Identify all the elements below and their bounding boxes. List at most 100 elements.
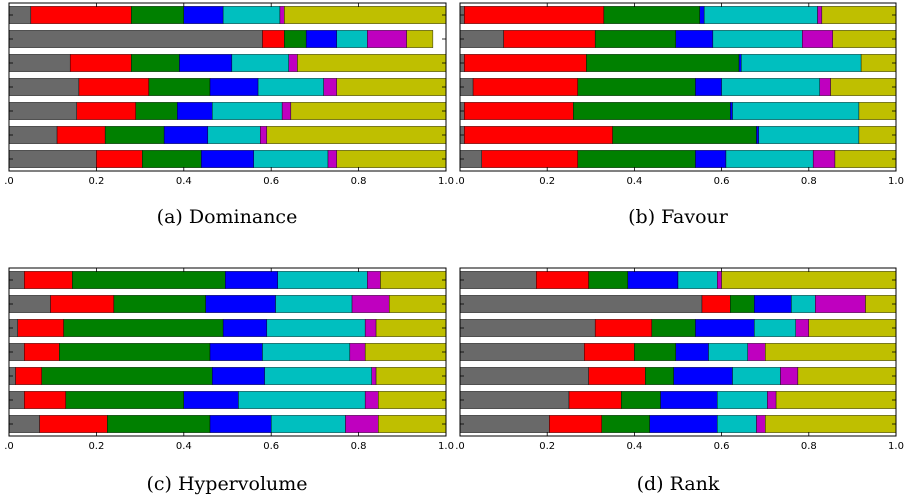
bar-segment bbox=[725, 150, 814, 168]
bar-segment bbox=[323, 78, 337, 96]
chart-panel-3: .0 0.2 0.4 0.6 0.8 1.0 (c) Hypervolume bbox=[4, 267, 454, 495]
x-tick-label: 0.8 bbox=[351, 441, 367, 452]
x-tick-label: 0.6 bbox=[263, 441, 279, 452]
bar-segment bbox=[231, 54, 289, 72]
bar-segment bbox=[209, 415, 272, 433]
bar-segment bbox=[212, 102, 283, 120]
bar-segment bbox=[65, 391, 184, 409]
bar-segment bbox=[327, 150, 337, 168]
bar-segment bbox=[675, 30, 714, 48]
bar-segment bbox=[860, 54, 897, 72]
bar-segment bbox=[464, 54, 587, 72]
bar-segment bbox=[584, 343, 635, 361]
bar-segment bbox=[271, 415, 346, 433]
bar-segment bbox=[50, 295, 115, 313]
bar-segment bbox=[17, 319, 64, 337]
bar-segment bbox=[830, 78, 897, 96]
x-tick-label: .0 bbox=[4, 441, 14, 452]
bar-segment bbox=[345, 415, 379, 433]
bar-segment bbox=[459, 415, 550, 433]
bar-segment bbox=[754, 319, 796, 337]
bar-segment bbox=[364, 343, 447, 361]
bar-segment bbox=[536, 271, 589, 289]
bar-segment bbox=[351, 295, 390, 313]
bar-segment bbox=[695, 78, 722, 96]
bar-segment bbox=[24, 391, 67, 409]
bar-segment bbox=[222, 319, 268, 337]
bar-segment bbox=[795, 319, 809, 337]
bar-segment bbox=[645, 367, 674, 385]
bar-segment bbox=[459, 271, 537, 289]
bar-segment bbox=[721, 271, 897, 289]
bar-segment bbox=[284, 30, 307, 48]
chart-panel-1: .0 0.2 0.4 0.6 0.8 1.0 (a) Dominance bbox=[4, 2, 454, 228]
bar-segment bbox=[262, 343, 351, 361]
bar-segment bbox=[225, 271, 278, 289]
bar-segment bbox=[819, 78, 831, 96]
bar-segment bbox=[201, 150, 254, 168]
bar-segment bbox=[858, 126, 897, 144]
x-tick-label: 0.6 bbox=[263, 176, 279, 187]
bar-segment bbox=[8, 126, 58, 144]
bar-segment bbox=[56, 126, 106, 144]
bar-segment bbox=[8, 54, 71, 72]
bar-segment bbox=[459, 367, 589, 385]
bar-segment bbox=[336, 150, 447, 168]
bar-segment bbox=[183, 391, 239, 409]
bar-segment bbox=[367, 30, 407, 48]
bar-segment bbox=[163, 126, 209, 144]
bar-segment bbox=[8, 295, 51, 313]
bar-segment bbox=[577, 150, 696, 168]
x-tick-label: 0.2 bbox=[539, 441, 555, 452]
x-tick-label: 0.8 bbox=[801, 176, 817, 187]
bar-segment bbox=[758, 126, 860, 144]
bar-segment bbox=[253, 150, 329, 168]
bar-segment bbox=[573, 102, 731, 120]
bar-segment bbox=[135, 102, 178, 120]
x-tick-label: 0.6 bbox=[714, 441, 730, 452]
bar-segment bbox=[756, 126, 759, 144]
bar-segment bbox=[821, 6, 897, 24]
bar-segment bbox=[601, 415, 650, 433]
bar-segment bbox=[205, 295, 276, 313]
bar-segment bbox=[260, 126, 268, 144]
chart-panel-2: .0 0.2 0.4 0.6 0.8 1.0 (b) Favour bbox=[455, 2, 904, 228]
bar-segment bbox=[277, 271, 368, 289]
bar-segment bbox=[503, 30, 596, 48]
bar-segment bbox=[209, 78, 259, 96]
bar-segment bbox=[336, 78, 447, 96]
bar-segment bbox=[375, 319, 447, 337]
bar-segment bbox=[791, 295, 816, 313]
chart-caption: (d) Rank bbox=[637, 473, 720, 495]
bar-segment bbox=[8, 150, 97, 168]
chart-caption: (b) Favour bbox=[628, 206, 729, 228]
bar-segment bbox=[459, 30, 504, 48]
bar-segment bbox=[594, 30, 677, 48]
bar-segment bbox=[266, 126, 447, 144]
bar-segment bbox=[741, 54, 862, 72]
bar-segment bbox=[8, 78, 80, 96]
x-tick-label: 1.0 bbox=[888, 441, 904, 452]
bar-segment bbox=[257, 78, 324, 96]
bar-segment bbox=[747, 343, 766, 361]
bar-segment bbox=[336, 30, 368, 48]
bar-segment bbox=[380, 271, 447, 289]
bar-segment bbox=[76, 102, 136, 120]
bar-segment bbox=[717, 391, 768, 409]
bar-segment bbox=[695, 319, 755, 337]
bar-segment bbox=[699, 6, 705, 24]
bar-segment bbox=[721, 78, 820, 96]
bar-segment bbox=[284, 6, 447, 24]
bar-segment bbox=[754, 295, 792, 313]
bar-segment bbox=[459, 391, 570, 409]
bar-segment bbox=[677, 271, 718, 289]
bar-segment bbox=[281, 102, 292, 120]
bar-segment bbox=[459, 319, 596, 337]
bar-segment bbox=[262, 30, 285, 48]
bar-segment bbox=[701, 295, 731, 313]
bar-segment bbox=[717, 415, 757, 433]
bar-segment bbox=[730, 102, 733, 120]
bar-segment bbox=[183, 6, 224, 24]
bar-segment bbox=[765, 343, 897, 361]
